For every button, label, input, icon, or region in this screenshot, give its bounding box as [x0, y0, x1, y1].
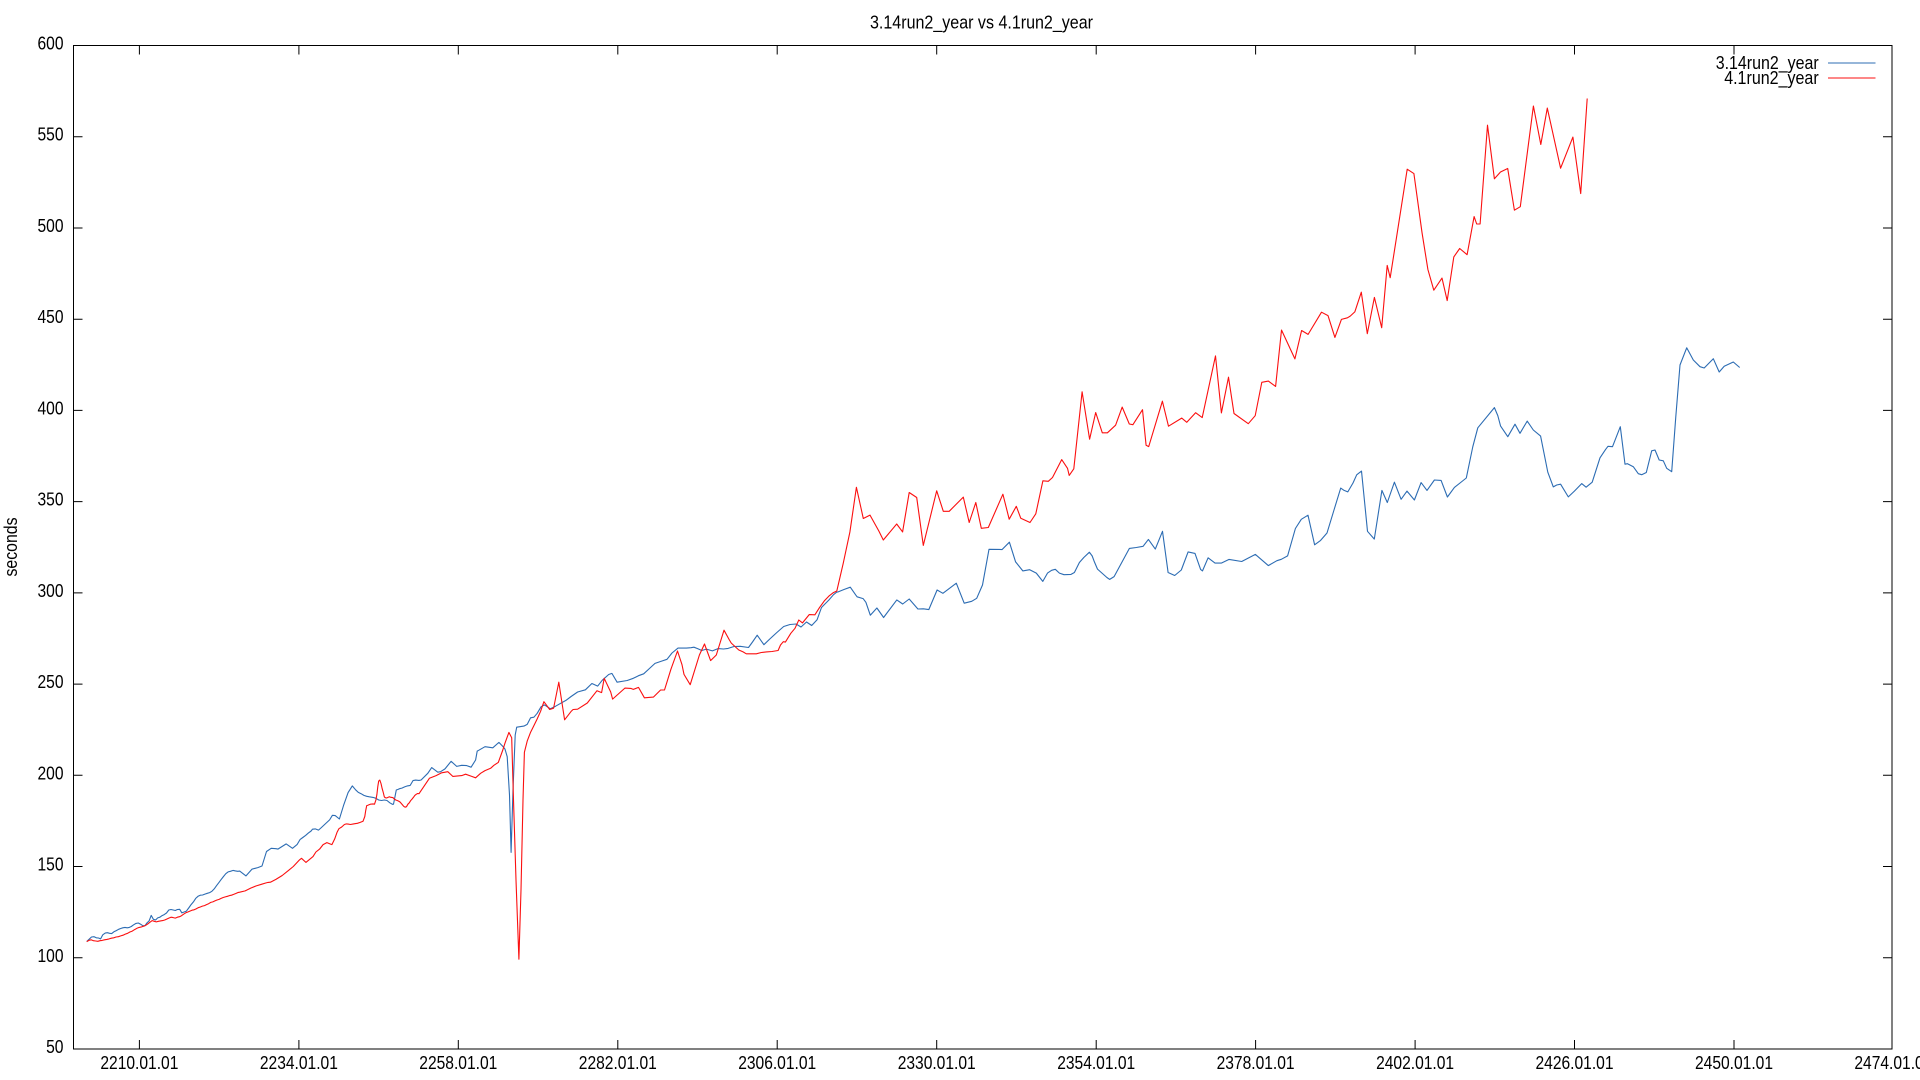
svg-text:2258.01.01: 2258.01.01	[419, 1053, 497, 1073]
svg-text:2282.01.01: 2282.01.01	[579, 1053, 657, 1073]
svg-text:2402.01.01: 2402.01.01	[1376, 1053, 1454, 1073]
svg-text:150: 150	[38, 855, 64, 875]
svg-text:50: 50	[46, 1037, 63, 1057]
svg-text:2378.01.01: 2378.01.01	[1217, 1053, 1295, 1073]
svg-text:350: 350	[38, 490, 64, 510]
svg-text:400: 400	[38, 398, 64, 418]
svg-text:600: 600	[38, 34, 64, 54]
svg-text:250: 250	[38, 672, 64, 692]
svg-text:100: 100	[38, 946, 64, 966]
svg-text:550: 550	[38, 125, 64, 145]
svg-text:3.14run2_year vs 4.1run2_year: 3.14run2_year vs 4.1run2_year	[870, 12, 1093, 33]
svg-text:2330.01.01: 2330.01.01	[898, 1053, 976, 1073]
svg-text:2474.01.01: 2474.01.01	[1854, 1053, 1920, 1073]
svg-text:2210.01.01: 2210.01.01	[100, 1053, 178, 1073]
svg-text:2354.01.01: 2354.01.01	[1057, 1053, 1135, 1073]
svg-text:2450.01.01: 2450.01.01	[1695, 1053, 1773, 1073]
svg-text:seconds: seconds	[1, 518, 21, 577]
svg-text:3.14run2_year: 3.14run2_year	[1716, 53, 1819, 74]
svg-text:2306.01.01: 2306.01.01	[738, 1053, 816, 1073]
svg-text:4.1run2_year: 4.1run2_year	[1724, 68, 1819, 89]
svg-text:2234.01.01: 2234.01.01	[260, 1053, 338, 1073]
svg-text:300: 300	[38, 581, 64, 601]
svg-text:2426.01.01: 2426.01.01	[1536, 1053, 1614, 1073]
svg-text:500: 500	[38, 216, 64, 236]
svg-text:200: 200	[38, 763, 64, 783]
svg-text:450: 450	[38, 307, 64, 327]
